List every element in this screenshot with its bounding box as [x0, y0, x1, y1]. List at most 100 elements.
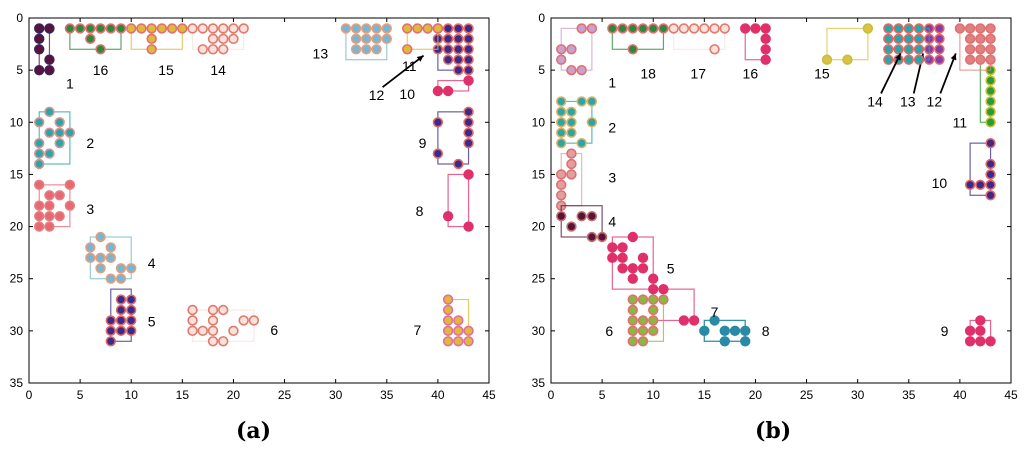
data-point: [903, 33, 914, 45]
data-point: [617, 263, 628, 274]
data-point: [115, 294, 127, 305]
cluster-13: 13: [313, 23, 392, 61]
data-point: [34, 148, 45, 159]
data-point: [54, 137, 65, 149]
data-point: [453, 54, 464, 65]
cluster-label: 12: [369, 87, 385, 103]
y-tick-label: 25: [10, 272, 24, 286]
cluster-label: 8: [762, 323, 770, 339]
data-point: [126, 304, 137, 316]
data-point: [453, 44, 464, 55]
data-point: [432, 117, 444, 128]
data-point: [54, 210, 65, 222]
arrow-head: [895, 53, 901, 61]
cluster-label: 2: [608, 120, 616, 136]
cluster-label: 9: [941, 323, 949, 339]
data-point: [975, 44, 986, 55]
data-point: [463, 169, 474, 180]
cluster-label: 10: [399, 86, 415, 102]
data-point: [54, 117, 65, 128]
data-point: [44, 64, 55, 76]
data-point: [556, 169, 567, 180]
data-point: [760, 54, 771, 65]
data-point: [985, 33, 996, 45]
data-point: [44, 23, 55, 34]
data-point: [903, 54, 914, 65]
data-point: [975, 33, 986, 45]
data-point: [412, 23, 423, 34]
data-point: [44, 148, 55, 159]
cluster-3: 3: [556, 148, 616, 211]
data-point: [678, 315, 690, 326]
arrow-head: [950, 53, 957, 61]
y-tick-label: 5: [538, 63, 545, 77]
cluster-10: 10: [399, 75, 474, 102]
data-point: [34, 179, 45, 191]
data-point: [964, 54, 976, 65]
data-point: [556, 210, 567, 222]
data-point: [627, 231, 638, 243]
data-point: [115, 273, 127, 284]
plot-frame: [28, 17, 490, 384]
data-point: [105, 336, 116, 347]
data-point: [402, 23, 413, 34]
data-point: [463, 106, 474, 118]
data-point: [883, 33, 894, 45]
data-point: [566, 221, 577, 232]
cluster-label: 10: [932, 175, 948, 191]
data-point: [658, 294, 669, 305]
data-point: [197, 325, 208, 337]
data-point: [627, 325, 638, 337]
data-point: [95, 252, 106, 264]
data-point: [566, 158, 577, 170]
data-point: [627, 263, 638, 274]
y-tick-label: 20: [10, 220, 24, 234]
panel-b-plot: 0 5 10 15 20 25 30 35 40 450510152025303512345678…: [532, 11, 1018, 402]
data-point: [218, 23, 229, 34]
x-tick-label: 25: [800, 388, 814, 402]
data-point: [463, 336, 474, 347]
data-point: [556, 127, 567, 138]
data-point: [556, 106, 567, 118]
data-point: [903, 23, 914, 34]
data-point: [607, 23, 618, 34]
data-point: [627, 315, 638, 326]
y-tick-label: 15: [532, 167, 546, 181]
data-point: [617, 252, 628, 264]
data-point: [442, 54, 454, 65]
data-point: [934, 23, 945, 34]
data-point: [463, 325, 474, 337]
data-point: [442, 44, 454, 55]
x-tick-label: 0: [548, 388, 555, 402]
x-tick-label: 20: [749, 388, 763, 402]
data-point: [64, 127, 76, 138]
y-tick-label: 10: [10, 115, 24, 129]
y-tick-label: 30: [10, 324, 24, 338]
data-point: [218, 304, 229, 316]
data-point: [596, 231, 608, 243]
data-point: [228, 325, 239, 337]
data-point: [177, 23, 188, 34]
y-tick-label: 35: [10, 376, 24, 390]
x-tick-label: 15: [176, 388, 190, 402]
y-tick-label: 10: [532, 115, 546, 129]
data-point: [893, 23, 904, 34]
data-point: [442, 315, 454, 326]
data-point: [627, 336, 638, 347]
data-point: [248, 315, 260, 326]
data-point: [350, 44, 362, 55]
data-point: [197, 23, 208, 34]
data-point: [985, 158, 996, 170]
data-point: [126, 315, 137, 326]
cluster-label: 1: [608, 75, 616, 91]
annotation-arrow: [880, 53, 902, 94]
data-point: [432, 85, 444, 97]
data-point: [842, 54, 853, 65]
data-point: [760, 33, 771, 45]
data-point: [975, 54, 986, 65]
data-point: [985, 190, 996, 201]
plot-frame: [550, 17, 1012, 384]
data-point: [340, 23, 352, 34]
data-point: [668, 23, 679, 34]
